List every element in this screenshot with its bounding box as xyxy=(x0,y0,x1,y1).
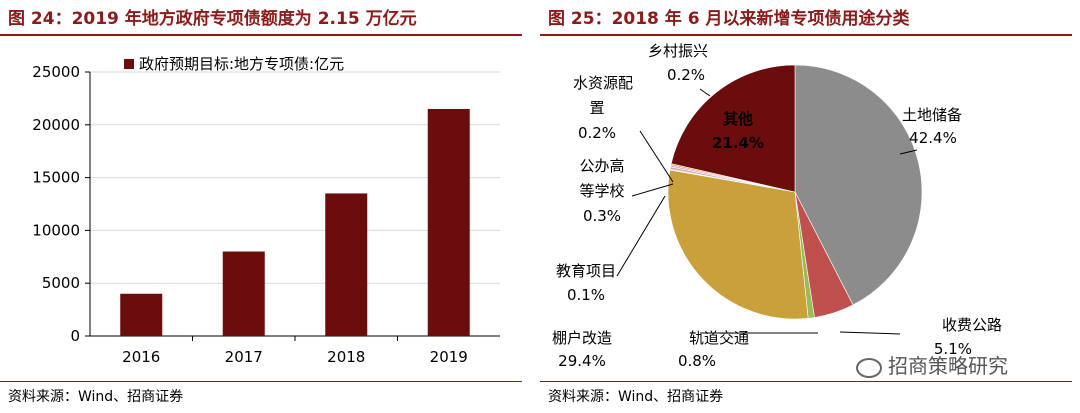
y-tick-label: 25000 xyxy=(32,63,80,81)
slice-percent: 0.1% xyxy=(567,286,605,304)
legend-label: 政府预期目标:地方专项债:亿元 xyxy=(139,55,344,73)
y-tick-label: 0 xyxy=(70,327,80,345)
x-tick-label: 2017 xyxy=(225,348,263,366)
y-tick-label: 5000 xyxy=(42,274,80,292)
chart-title: 图 25：2018 年 6 月以来新增专项债用途分类 xyxy=(548,9,910,29)
slice-percent: 0.2% xyxy=(578,124,616,142)
bar xyxy=(427,108,470,337)
slice-percent: 42.4% xyxy=(909,129,957,147)
bar xyxy=(325,193,368,336)
pie-chart: 土地储备 42.4% 收费公路 5.1% 轨道交通 0.8% 棚户改造 29.4% 教育项目 0.… xyxy=(552,42,1002,370)
slice-label: 教育项目 xyxy=(556,262,616,280)
leader-line xyxy=(839,331,901,335)
source-rule xyxy=(540,381,1072,382)
slice-percent: 0.3% xyxy=(583,207,621,225)
slice-label: 轨道交通 xyxy=(689,329,749,347)
title-rule xyxy=(540,34,1072,36)
y-tick-label: 10000 xyxy=(32,221,80,239)
slice-percent: 29.4% xyxy=(558,352,606,370)
x-tick-label: 2016 xyxy=(122,348,160,366)
watermark: 招商策略研究 xyxy=(856,350,1008,379)
slice-label: 土地储备 xyxy=(902,106,962,124)
source-rule xyxy=(0,381,522,382)
slice-label: 棚户改造 xyxy=(552,329,612,347)
slice-percent: 0.2% xyxy=(667,66,705,84)
pie-slice xyxy=(670,64,796,193)
slice-percent: 0.8% xyxy=(678,352,716,370)
slice-label: 等学校 xyxy=(579,182,624,200)
slice-percent: 21.4% xyxy=(712,134,764,152)
legend-swatch xyxy=(124,59,134,69)
slice-percent: 5.1% xyxy=(934,340,972,358)
bar-chart: 0 5000 10000 15000 20000 25000 2016 2017 2018 201… xyxy=(32,55,500,366)
bar xyxy=(120,293,163,336)
slice-label: 置 xyxy=(589,99,604,117)
bar-chart-panel: 图 24：2019 年地方政府专项债额度为 2.15 万亿元 0 5000 1000… xyxy=(0,0,530,413)
slice-label: 其他 xyxy=(723,110,753,128)
y-tick-label: 20000 xyxy=(32,116,80,134)
source-note: 资料来源：Wind、招商证券 xyxy=(8,389,184,405)
wechat-icon xyxy=(856,357,882,378)
pie-slice xyxy=(667,169,809,320)
bar xyxy=(222,251,265,336)
watermark-text: 招商策略研究 xyxy=(888,354,1008,378)
source-note: 资料来源：Wind、招商证券 xyxy=(548,389,724,405)
leader-line xyxy=(639,130,674,183)
x-tick-label: 2019 xyxy=(430,348,468,366)
pie-chart-panel: 图 25：2018 年 6 月以来新增专项债用途分类 土地储备 42.4% 收费公路… xyxy=(540,0,1080,413)
title-rule xyxy=(0,34,522,36)
leader-line xyxy=(631,183,674,197)
x-tick-label: 2018 xyxy=(327,348,365,366)
chart-title: 图 24：2019 年地方政府专项债额度为 2.15 万亿元 xyxy=(8,9,417,29)
leader-line xyxy=(616,195,666,277)
y-tick-label: 15000 xyxy=(32,169,80,187)
leader-line xyxy=(699,88,711,97)
slice-label: 乡村振兴 xyxy=(648,42,708,60)
slice-label: 水资源配 xyxy=(573,74,633,92)
slice-label: 收费公路 xyxy=(942,316,1002,334)
pie-slice xyxy=(794,64,923,306)
leader-line xyxy=(899,149,918,155)
slice-label: 公办高 xyxy=(579,157,624,175)
